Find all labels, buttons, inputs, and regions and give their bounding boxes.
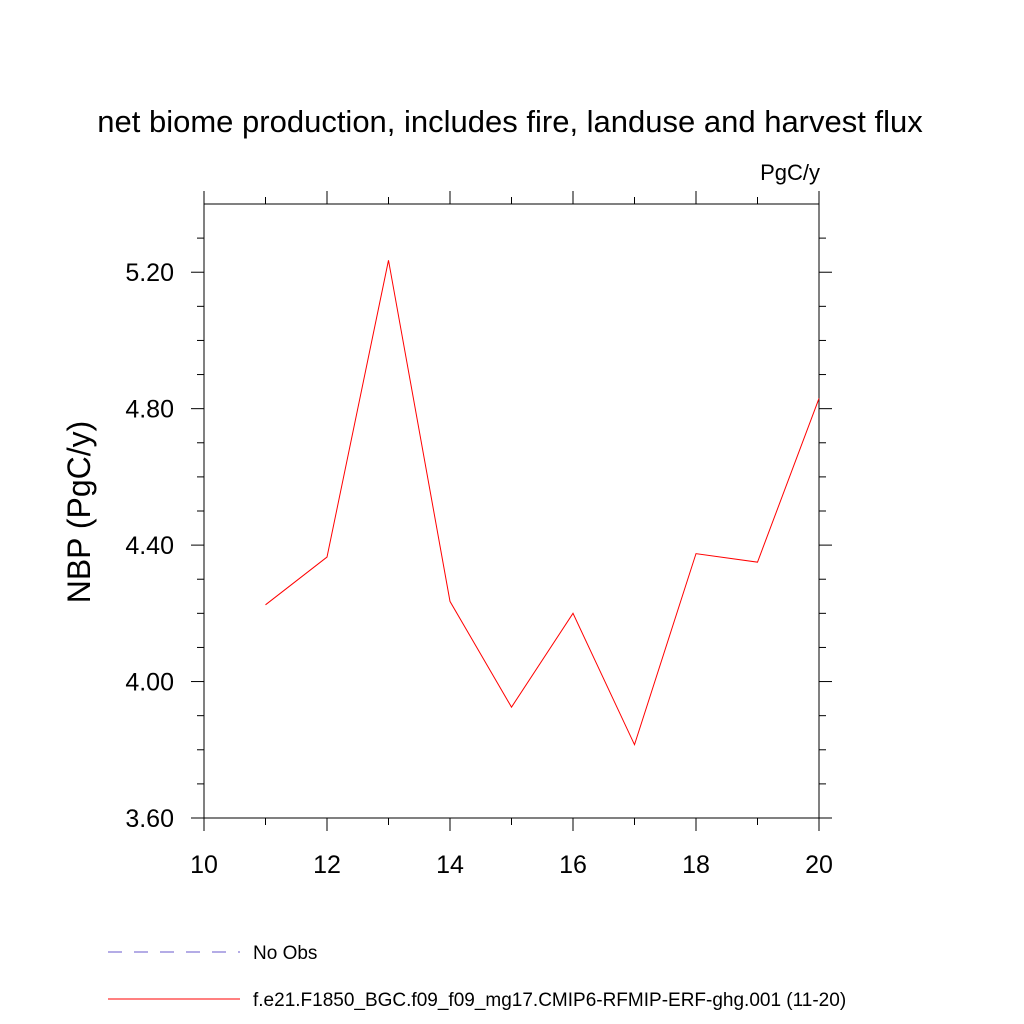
- legend-label: No Obs: [253, 943, 317, 964]
- units-label: PgC/y: [760, 160, 820, 185]
- series-layer: [265, 260, 820, 747]
- x-tick-label: 20: [805, 851, 833, 879]
- y-tick-label: 4.80: [125, 396, 174, 424]
- x-tick-label: 16: [559, 851, 587, 879]
- axis-tick-labels: 10 12 14 16 18 20 3.60 4.00 4.40 4.80 5.20: [125, 259, 833, 879]
- chart-title: net biome production, includes fire, lan…: [97, 104, 923, 139]
- x-tick-label: 10: [190, 851, 218, 879]
- y-tick-label: 4.40: [125, 532, 174, 560]
- legend-label: f.e21.F1850_BGC.f09_f09_mg17.CMIP6-RFMIP…: [253, 990, 846, 1011]
- y-tick-label: 5.20: [125, 259, 174, 287]
- plot-frame: [203, 203, 820, 819]
- axis-ticks: [191, 191, 832, 831]
- x-tick-label: 14: [436, 851, 464, 879]
- y-axis-label: NBP (PgC/y): [61, 421, 97, 604]
- y-tick-label: 3.60: [125, 805, 174, 833]
- x-tick-label: 12: [313, 851, 341, 879]
- series-line: [265, 260, 820, 747]
- legend: No Obs f.e21.F1850_BGC.f09_f09_mg17.CMIP6…: [108, 943, 846, 1011]
- x-tick-label: 18: [682, 851, 710, 879]
- y-tick-label: 4.00: [125, 669, 174, 697]
